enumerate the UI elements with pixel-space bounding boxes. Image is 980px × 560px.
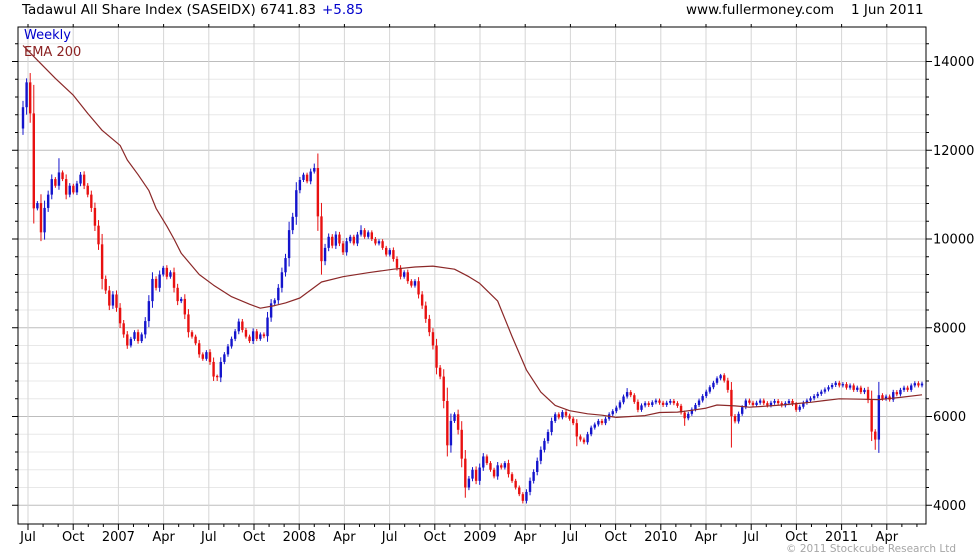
- chart-title-text: Tadawul All Share Index (SASEIDX) 6741.8…: [22, 2, 316, 18]
- x-axis-label: Jul: [562, 530, 579, 545]
- x-axis-label: 2008: [283, 530, 316, 545]
- copyright-text: © 2011 Stockcube Research Ltd: [786, 543, 956, 555]
- x-axis-label: Oct: [243, 530, 265, 545]
- y-axis-label: 4000: [933, 499, 966, 514]
- x-axis-label: Jul: [381, 530, 398, 545]
- website-text: www.fullermoney.com: [686, 2, 835, 18]
- x-axis-label: 2009: [463, 530, 496, 545]
- x-axis-label: Jul: [19, 530, 36, 545]
- x-axis-label: Apr: [152, 530, 175, 545]
- x-axis-label: Apr: [333, 530, 356, 545]
- x-axis-label: 2011: [825, 530, 858, 545]
- y-axis-label: 8000: [933, 321, 966, 336]
- x-axis-label: Jul: [742, 530, 759, 545]
- x-axis-label: Apr: [876, 530, 899, 545]
- x-axis-label: Oct: [424, 530, 446, 545]
- x-axis-label: 2007: [102, 530, 135, 545]
- x-axis-label: Apr: [695, 530, 718, 545]
- x-axis-label: Oct: [604, 530, 626, 545]
- y-axis-label: 12000: [933, 144, 974, 159]
- chart-change-value: +5.85: [321, 2, 364, 18]
- y-axis-label: 14000: [933, 55, 974, 70]
- x-axis-label: Jul: [200, 530, 217, 545]
- legend-weekly-label: Weekly: [24, 28, 71, 43]
- x-axis-label: Apr: [514, 530, 537, 545]
- x-axis-label: 2010: [644, 530, 677, 545]
- chart-date: 1 Jun 2011: [851, 2, 924, 18]
- y-axis-label: 6000: [933, 410, 966, 425]
- chart-title: Tadawul All Share Index (SASEIDX) 6741.8…: [22, 2, 363, 18]
- x-axis-label: Oct: [785, 530, 807, 545]
- x-axis-label: Oct: [62, 530, 84, 545]
- y-axis-label: 10000: [933, 233, 974, 248]
- legend-ema-label: EMA 200: [24, 45, 82, 60]
